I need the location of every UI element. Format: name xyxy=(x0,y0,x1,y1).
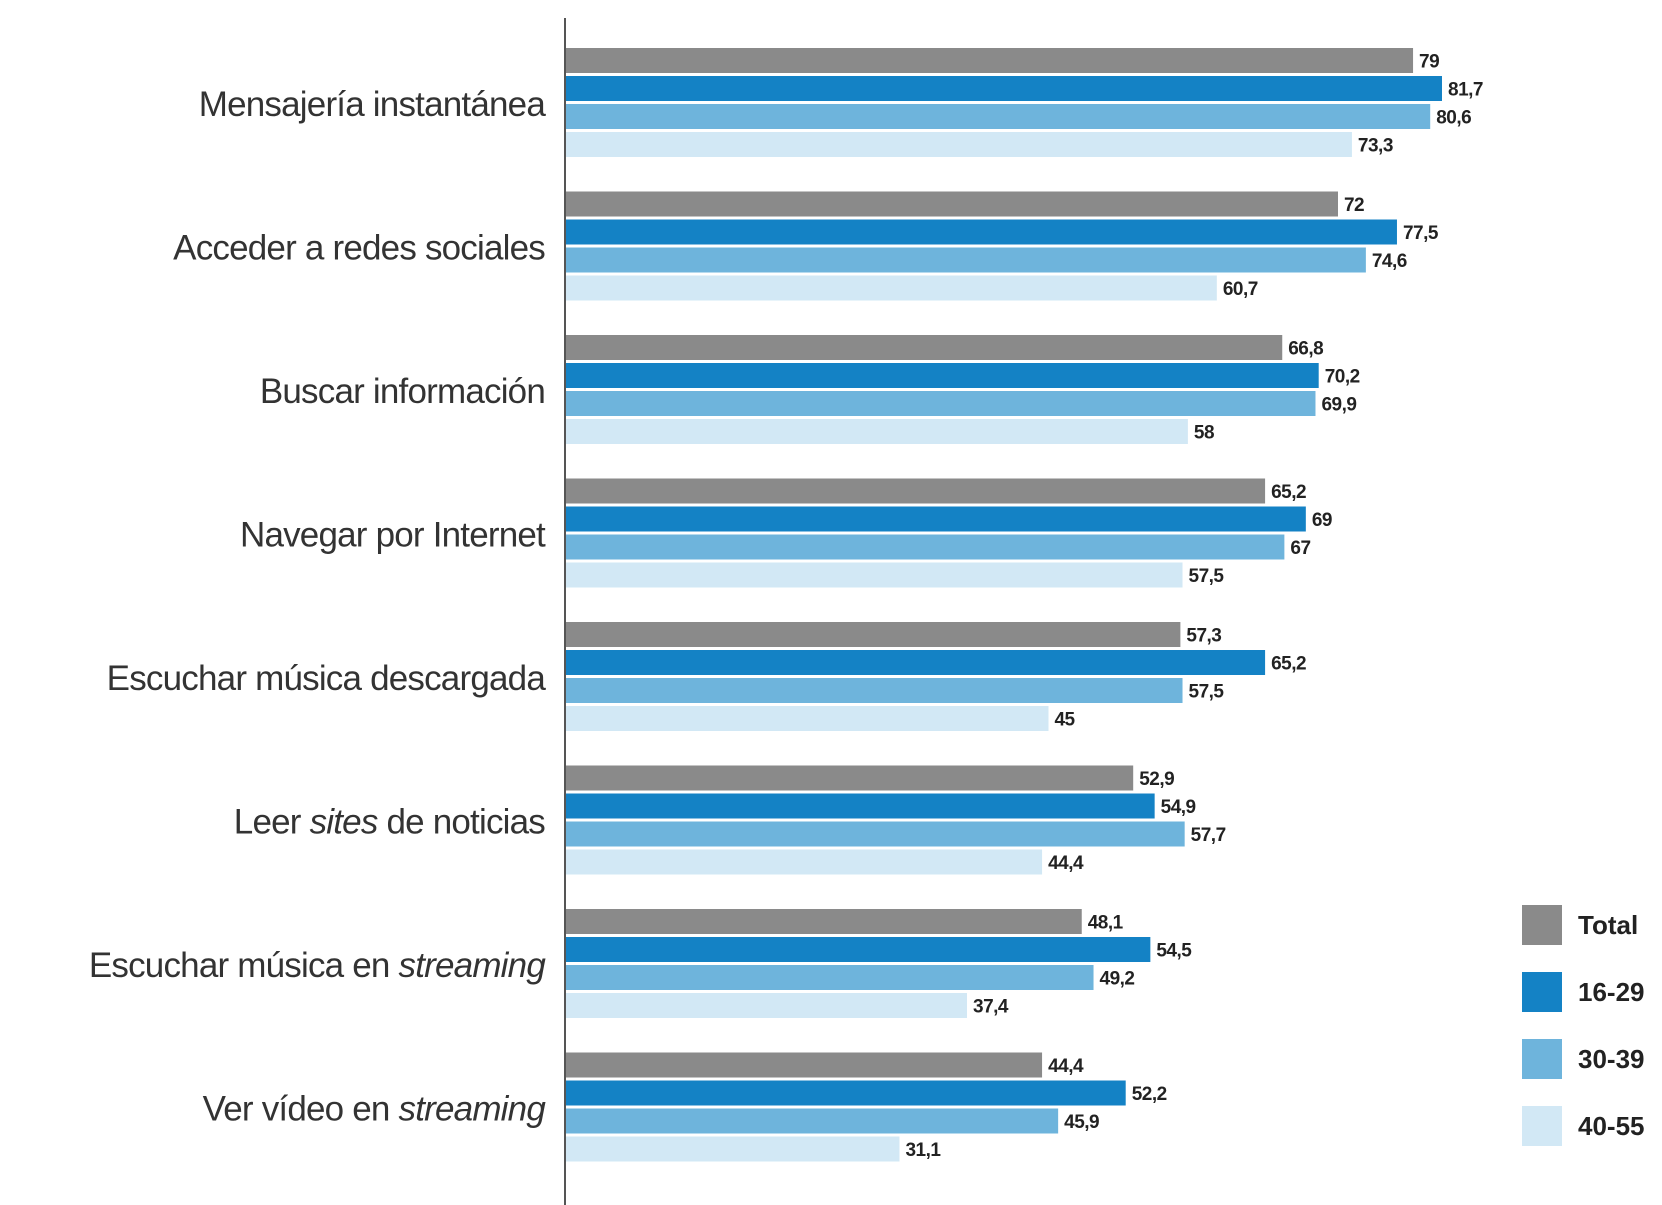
value-label: 48,1 xyxy=(1088,913,1124,934)
value-label: 69,9 xyxy=(1321,395,1356,416)
legend-label-total: Total xyxy=(1578,910,1638,940)
value-label: 65,2 xyxy=(1271,654,1306,675)
value-label: 69 xyxy=(1312,510,1332,531)
bars-layer xyxy=(566,48,1442,1162)
bar-2-total xyxy=(566,191,1338,217)
bar-8-40-55 xyxy=(566,1136,900,1162)
value-label: 60,7 xyxy=(1223,279,1258,300)
category-labels-layer: Mensajería instantánea Acceder a redes so… xyxy=(89,85,547,1129)
value-label: 31,1 xyxy=(905,1140,941,1161)
legend: Total 16-29 30-39 40-55 xyxy=(1522,905,1645,1146)
value-label: 79 xyxy=(1419,52,1439,73)
value-label: 57,5 xyxy=(1189,566,1225,587)
bar-6-total xyxy=(566,765,1134,791)
legend-label-30-39: 30-39 xyxy=(1578,1044,1645,1074)
value-label: 65,2 xyxy=(1271,482,1306,503)
value-label: 57,7 xyxy=(1191,825,1226,846)
bar-1-16-29 xyxy=(566,76,1442,101)
bar-7-16-29 xyxy=(566,937,1151,962)
category-label: Navegar por Internet xyxy=(240,516,546,555)
bar-2-30-39 xyxy=(566,247,1366,273)
value-label: 52,2 xyxy=(1132,1084,1167,1105)
bar-7-total xyxy=(566,909,1082,934)
value-label: 67 xyxy=(1290,538,1310,559)
legend-swatch-40-55 xyxy=(1522,1106,1562,1146)
category-label: Leer sites de noticias xyxy=(234,803,546,842)
value-label: 45 xyxy=(1054,710,1075,731)
legend-swatch-total xyxy=(1522,905,1562,945)
bar-6-40-55 xyxy=(566,849,1043,875)
value-label: 58 xyxy=(1194,423,1214,444)
bar-4-40-55 xyxy=(566,562,1183,588)
category-label: Ver vídeo en streaming xyxy=(203,1090,547,1129)
bar-4-30-39 xyxy=(566,534,1285,560)
bar-3-total xyxy=(566,335,1283,360)
bar-1-40-55 xyxy=(566,132,1352,157)
bar-3-16-29 xyxy=(566,363,1319,388)
category-label: Escuchar música en streaming xyxy=(89,946,546,985)
value-label: 57,5 xyxy=(1189,682,1225,703)
value-label: 70,2 xyxy=(1325,367,1360,388)
value-label: 73,3 xyxy=(1358,136,1393,157)
value-label: 54,5 xyxy=(1156,941,1192,962)
value-label: 81,7 xyxy=(1448,80,1483,101)
bar-2-40-55 xyxy=(566,275,1217,301)
value-label: 44,4 xyxy=(1048,853,1084,874)
value-label: 66,8 xyxy=(1288,339,1323,360)
bar-8-16-29 xyxy=(566,1080,1126,1106)
legend-label-16-29: 16-29 xyxy=(1578,977,1645,1007)
bar-6-30-39 xyxy=(566,821,1185,847)
value-labels-layer: 79 81,7 80,6 73,3 72 77,5 74,6 60,7 66,870,2 69,9… xyxy=(905,52,1483,1162)
value-label: 44,4 xyxy=(1048,1056,1084,1077)
bar-8-30-39 xyxy=(566,1108,1059,1134)
bar-4-total xyxy=(566,478,1266,504)
category-label: Acceder a redes sociales xyxy=(173,229,545,268)
value-label: 52,9 xyxy=(1139,769,1174,790)
value-label: 74,6 xyxy=(1372,251,1407,272)
category-label: Escuchar música descargada xyxy=(107,659,547,698)
category-label: Buscar información xyxy=(260,372,545,411)
legend-label-40-55: 40-55 xyxy=(1578,1111,1645,1141)
bar-7-40-55 xyxy=(566,993,968,1018)
value-label: 77,5 xyxy=(1403,223,1439,244)
bar-5-16-29 xyxy=(566,650,1266,675)
legend-swatch-30-39 xyxy=(1522,1039,1562,1079)
value-label: 45,9 xyxy=(1064,1112,1099,1133)
value-label: 57,3 xyxy=(1186,626,1221,647)
bar-8-total xyxy=(566,1052,1043,1078)
value-label: 54,9 xyxy=(1161,797,1196,818)
value-label: 80,6 xyxy=(1436,108,1471,129)
bar-3-30-39 xyxy=(566,391,1316,416)
bar-5-total xyxy=(566,622,1181,647)
bar-2-16-29 xyxy=(566,219,1397,245)
bar-7-30-39 xyxy=(566,965,1094,990)
bar-1-total xyxy=(566,48,1414,73)
bar-5-30-39 xyxy=(566,678,1183,703)
bar-4-16-29 xyxy=(566,506,1306,532)
bar-5-40-55 xyxy=(566,706,1049,731)
bar-1-30-39 xyxy=(566,104,1431,129)
category-label: Mensajería instantánea xyxy=(199,85,547,124)
value-label: 49,2 xyxy=(1100,969,1135,990)
bar-3-40-55 xyxy=(566,419,1188,444)
value-label: 72 xyxy=(1344,195,1364,216)
legend-swatch-16-29 xyxy=(1522,972,1562,1012)
bar-6-16-29 xyxy=(566,793,1155,819)
value-label: 37,4 xyxy=(973,997,1009,1018)
